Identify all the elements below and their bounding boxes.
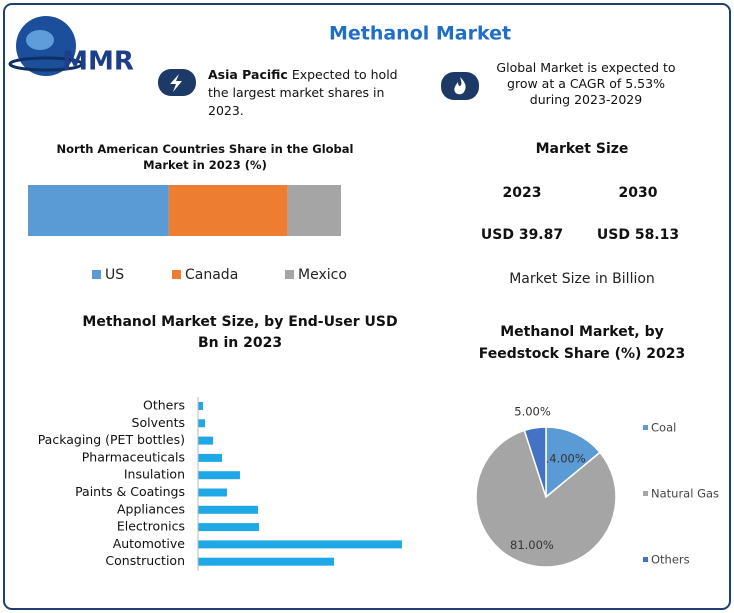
bar — [198, 453, 222, 462]
bar — [198, 540, 402, 549]
highlight: Asia Pacific Expected to hold the larges… — [208, 66, 408, 120]
y-tick-label: Construction — [105, 553, 185, 568]
year: 2030 — [619, 185, 658, 201]
legend-swatch — [643, 425, 648, 430]
market-value: USD 58.13 — [597, 227, 679, 243]
legend-swatch — [643, 557, 648, 562]
bar-segment — [168, 185, 288, 236]
legend-label: Others — [651, 553, 690, 567]
y-tick-label: Insulation — [124, 467, 185, 482]
y-tick-label: Pharmaceuticals — [82, 449, 185, 464]
y-tick-label: Paints & Coatings — [75, 484, 185, 499]
icon-flame-glyph — [454, 77, 466, 95]
data-label: 81.00% — [510, 538, 554, 552]
highlight-text: Expected to hold the largest market shar… — [208, 67, 398, 118]
highlight-bold: Asia Pacific — [208, 67, 288, 82]
legend-swatch — [643, 491, 648, 496]
legend-swatch — [92, 270, 101, 279]
legend-swatch — [172, 270, 181, 279]
pie-slice — [475, 429, 617, 568]
chart-title: Methanol Market Size, by End-User USD Bn… — [82, 314, 398, 351]
legend-label: US — [105, 267, 124, 283]
bar-segment — [287, 185, 341, 236]
y-tick-label: Solvents — [132, 415, 185, 430]
bar — [198, 419, 206, 428]
legend-label: Canada — [185, 267, 238, 283]
bar — [198, 523, 259, 532]
chart-title: Methanol Market, by Feedstock Share (%) … — [478, 324, 686, 362]
year: 2023 — [503, 185, 542, 201]
market-value: USD 39.87 — [481, 227, 563, 243]
y-tick-label: Automotive — [113, 536, 186, 551]
market-size-note: Market Size in Billion — [509, 271, 655, 287]
legend-label: Coal — [651, 421, 676, 435]
pie-slice — [545, 426, 601, 499]
icon-bolt-glyph — [170, 74, 182, 92]
y-tick-label: Others — [143, 398, 185, 413]
bar — [198, 471, 240, 480]
bar — [198, 436, 214, 445]
logo-ring — [8, 56, 84, 72]
frame — [3, 3, 731, 610]
title: Methanol Market — [329, 23, 511, 45]
y-tick-label: Electronics — [117, 519, 185, 534]
y-tick-label: Appliances — [117, 501, 185, 516]
legend-swatch — [285, 270, 294, 279]
legend-label: Mexico — [298, 267, 347, 283]
pie-slice — [523, 426, 547, 498]
chart-title: North American Countries Share in the Gl… — [56, 142, 354, 172]
bar — [198, 402, 203, 410]
data-label: 5.00% — [514, 405, 551, 419]
logo-text: MMR — [62, 47, 134, 77]
y-tick-label: Packaging (PET bottles) — [38, 432, 185, 447]
legend-label: Natural Gas — [651, 487, 719, 501]
bar — [198, 505, 258, 514]
bar — [198, 557, 334, 566]
data-label: 14.00% — [542, 451, 586, 465]
bar-segment — [28, 185, 169, 236]
bar — [198, 488, 227, 497]
market-size-title: Market Size — [536, 141, 629, 157]
logo-land — [26, 30, 54, 50]
highlight: Global Market is expected to grow at a C… — [496, 60, 676, 107]
